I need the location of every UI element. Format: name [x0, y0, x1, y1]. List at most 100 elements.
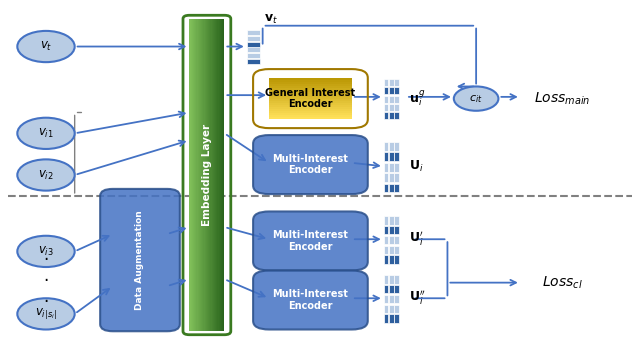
FancyBboxPatch shape [389, 285, 394, 293]
FancyBboxPatch shape [389, 112, 394, 119]
FancyBboxPatch shape [394, 295, 399, 303]
FancyBboxPatch shape [394, 275, 399, 284]
Circle shape [17, 298, 75, 329]
FancyBboxPatch shape [204, 19, 205, 331]
FancyBboxPatch shape [269, 97, 352, 99]
FancyBboxPatch shape [269, 103, 352, 105]
FancyBboxPatch shape [205, 19, 207, 331]
FancyBboxPatch shape [389, 163, 394, 172]
FancyBboxPatch shape [194, 19, 195, 331]
FancyBboxPatch shape [253, 211, 368, 271]
FancyBboxPatch shape [200, 19, 201, 331]
FancyBboxPatch shape [212, 19, 214, 331]
FancyBboxPatch shape [389, 304, 394, 313]
FancyBboxPatch shape [253, 135, 368, 194]
FancyBboxPatch shape [209, 19, 211, 331]
FancyBboxPatch shape [389, 236, 394, 244]
FancyBboxPatch shape [389, 246, 394, 254]
FancyBboxPatch shape [198, 19, 200, 331]
FancyBboxPatch shape [246, 36, 260, 41]
Text: $v_{i3}$: $v_{i3}$ [38, 245, 54, 258]
FancyBboxPatch shape [384, 314, 388, 323]
FancyBboxPatch shape [394, 226, 399, 234]
FancyBboxPatch shape [193, 19, 194, 331]
FancyBboxPatch shape [269, 82, 352, 84]
FancyBboxPatch shape [389, 255, 394, 264]
FancyBboxPatch shape [269, 109, 352, 111]
FancyBboxPatch shape [389, 104, 394, 111]
FancyBboxPatch shape [215, 19, 216, 331]
FancyBboxPatch shape [389, 88, 394, 94]
FancyBboxPatch shape [394, 304, 399, 313]
Text: $Loss_{main}$: $Loss_{main}$ [534, 90, 590, 107]
Circle shape [17, 31, 75, 62]
FancyBboxPatch shape [389, 96, 394, 103]
FancyBboxPatch shape [389, 142, 394, 151]
FancyBboxPatch shape [394, 246, 399, 254]
FancyBboxPatch shape [389, 173, 394, 182]
FancyBboxPatch shape [269, 90, 352, 92]
FancyBboxPatch shape [192, 19, 193, 331]
FancyBboxPatch shape [269, 92, 352, 95]
FancyBboxPatch shape [222, 19, 223, 331]
FancyBboxPatch shape [389, 275, 394, 284]
FancyBboxPatch shape [269, 101, 352, 103]
FancyBboxPatch shape [389, 79, 394, 86]
FancyBboxPatch shape [100, 189, 180, 331]
FancyBboxPatch shape [269, 88, 352, 90]
Circle shape [454, 86, 499, 111]
Text: $v_{i|s_i|}$: $v_{i|s_i|}$ [35, 306, 57, 321]
FancyBboxPatch shape [269, 113, 352, 115]
FancyBboxPatch shape [269, 99, 352, 101]
FancyBboxPatch shape [389, 226, 394, 234]
FancyBboxPatch shape [384, 112, 388, 119]
FancyBboxPatch shape [384, 96, 388, 103]
FancyBboxPatch shape [394, 79, 399, 86]
FancyBboxPatch shape [269, 80, 352, 82]
Text: $\mathbf{v}_t$: $\mathbf{v}_t$ [264, 13, 278, 26]
Circle shape [17, 159, 75, 191]
Text: $\mathbf{U}_i^{\prime\prime}$: $\mathbf{U}_i^{\prime\prime}$ [409, 289, 426, 307]
FancyBboxPatch shape [269, 115, 352, 117]
Text: Multi-Interest
Encoder: Multi-Interest Encoder [273, 230, 348, 252]
FancyBboxPatch shape [269, 107, 352, 109]
Circle shape [17, 236, 75, 267]
FancyBboxPatch shape [269, 111, 352, 113]
FancyBboxPatch shape [394, 142, 399, 151]
Text: General Interest
Encoder: General Interest Encoder [266, 88, 355, 110]
FancyBboxPatch shape [384, 255, 388, 264]
FancyBboxPatch shape [394, 152, 399, 161]
Text: Embedding Layer: Embedding Layer [202, 124, 212, 226]
FancyBboxPatch shape [218, 19, 219, 331]
Circle shape [17, 118, 75, 149]
Text: Data Augmentation: Data Augmentation [136, 210, 145, 310]
FancyBboxPatch shape [394, 236, 399, 244]
FancyBboxPatch shape [208, 19, 209, 331]
FancyBboxPatch shape [246, 30, 260, 35]
FancyBboxPatch shape [269, 86, 352, 88]
FancyBboxPatch shape [384, 226, 388, 234]
Text: Multi-Interest
Encoder: Multi-Interest Encoder [273, 154, 348, 175]
FancyBboxPatch shape [394, 88, 399, 94]
FancyBboxPatch shape [191, 19, 192, 331]
FancyBboxPatch shape [253, 271, 368, 329]
FancyBboxPatch shape [221, 19, 222, 331]
FancyBboxPatch shape [384, 183, 388, 192]
Text: $Loss_{cl}$: $Loss_{cl}$ [542, 274, 582, 291]
FancyBboxPatch shape [384, 104, 388, 111]
FancyBboxPatch shape [195, 19, 196, 331]
Text: Multi-Interest
Encoder: Multi-Interest Encoder [273, 289, 348, 311]
FancyBboxPatch shape [214, 19, 215, 331]
Text: $c_{it}$: $c_{it}$ [469, 93, 483, 105]
Text: $\mathbf{u}_i^g$: $\mathbf{u}_i^g$ [409, 89, 426, 108]
FancyBboxPatch shape [384, 216, 388, 225]
FancyBboxPatch shape [384, 275, 388, 284]
FancyBboxPatch shape [394, 314, 399, 323]
FancyBboxPatch shape [216, 19, 218, 331]
FancyBboxPatch shape [384, 163, 388, 172]
FancyBboxPatch shape [196, 19, 198, 331]
FancyBboxPatch shape [269, 117, 352, 119]
Text: $\mathbf{U}_i'$: $\mathbf{U}_i'$ [409, 230, 424, 248]
FancyBboxPatch shape [384, 285, 388, 293]
Text: $v_{i2}$: $v_{i2}$ [38, 168, 54, 182]
